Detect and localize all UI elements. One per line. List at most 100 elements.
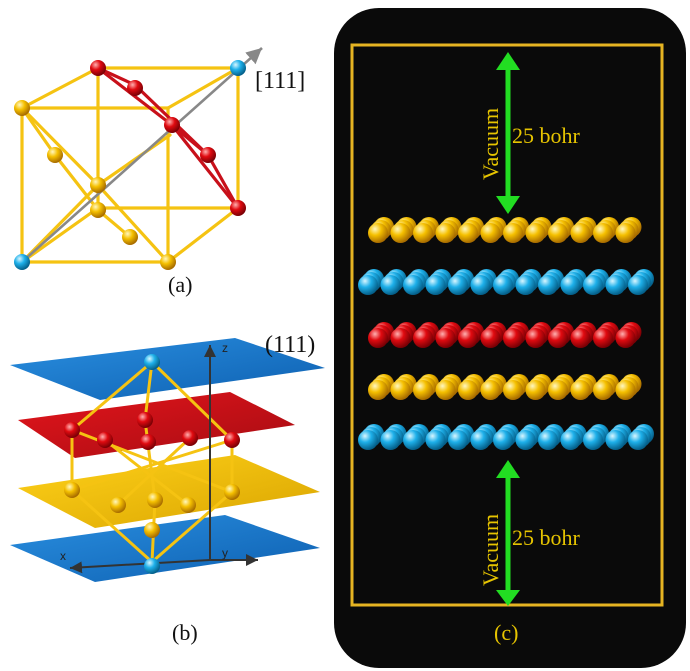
panel-b-planes: z x y (111) (b) <box>10 332 325 645</box>
atom-yellow <box>180 497 196 513</box>
panel-c-slab: Vacuum 25 bohr Vacuum 25 bohr (c) <box>334 8 686 668</box>
atom-yellow <box>548 380 568 400</box>
atom-blue <box>470 430 491 450</box>
panel-b-caption: (b) <box>172 620 198 645</box>
atom-blue <box>144 354 160 370</box>
vacuum-arrowhead-up <box>496 460 520 478</box>
atom-blue <box>560 430 581 450</box>
atom-yellow <box>90 202 106 218</box>
atom-red <box>200 147 216 163</box>
atom-red <box>368 328 388 348</box>
vacuum-arrowhead-up <box>496 52 520 70</box>
vacuum-bottom-size: 25 bohr <box>512 525 581 550</box>
atom-blue <box>515 275 536 295</box>
atom-yellow <box>90 177 106 193</box>
atom-red <box>224 432 240 448</box>
atom-red <box>548 328 568 348</box>
atom-yellow <box>458 223 478 243</box>
atomic-layer-yellow <box>368 374 642 400</box>
atom-red <box>503 328 523 348</box>
cell-edges <box>20 66 240 264</box>
atom-yellow <box>525 380 546 400</box>
atom-blue <box>230 60 246 76</box>
atom-yellow <box>480 223 501 243</box>
atom-red <box>164 117 180 133</box>
atomic-layer-blue <box>358 269 654 295</box>
atom-red <box>140 434 156 450</box>
atom-blue <box>583 275 603 295</box>
atom-yellow <box>593 380 613 400</box>
atom-red <box>64 422 80 438</box>
atom-yellow <box>548 223 568 243</box>
atom-yellow <box>368 380 388 400</box>
atom-yellow <box>144 522 160 538</box>
atom-yellow <box>570 380 591 400</box>
atom-yellow <box>458 380 478 400</box>
atom-yellow <box>390 223 411 243</box>
atom-red <box>97 432 113 448</box>
atom-yellow <box>615 380 636 400</box>
atomic-layer-blue <box>358 424 654 450</box>
atom-blue <box>358 275 378 295</box>
atom-yellow <box>413 223 433 243</box>
plane-blue-top <box>10 338 325 400</box>
atom-red <box>570 328 591 348</box>
vacuum-arrowhead-down <box>496 590 520 606</box>
atom-red <box>90 60 106 76</box>
atom-red <box>127 80 143 96</box>
atom-red <box>593 328 613 348</box>
atom-blue <box>144 558 160 574</box>
panel-a-unit-cell: [111] (a) <box>14 47 305 297</box>
atom-yellow <box>122 229 138 245</box>
atom-blue <box>470 275 491 295</box>
atom-blue <box>425 275 446 295</box>
atom-yellow <box>525 223 546 243</box>
atom-blue <box>403 275 423 295</box>
atom-yellow <box>435 380 456 400</box>
atom-blue <box>538 275 558 295</box>
atom-yellow <box>615 223 636 243</box>
atom-yellow <box>224 484 240 500</box>
atom-blue <box>403 430 423 450</box>
atom-blue <box>425 430 446 450</box>
atom-yellow <box>593 223 613 243</box>
atom-red <box>480 328 501 348</box>
vacuum-bottom-word: Vacuum <box>478 514 503 586</box>
atom-blue <box>605 430 626 450</box>
atom-yellow <box>64 482 80 498</box>
atom-red <box>413 328 433 348</box>
panel-c-caption: (c) <box>494 620 518 645</box>
atom-red <box>615 328 636 348</box>
plane-blue-bottom <box>10 515 320 582</box>
atom-blue <box>493 275 513 295</box>
atom-yellow <box>160 254 176 270</box>
atomic-layer-red <box>368 322 642 348</box>
atom-red <box>525 328 546 348</box>
vacuum-top-size: 25 bohr <box>512 123 581 148</box>
direction-label: [111] <box>255 68 305 94</box>
atomic-layers <box>358 217 654 450</box>
atom-red <box>458 328 478 348</box>
vacuum-top: Vacuum 25 bohr <box>478 52 581 214</box>
vacuum-bottom: Vacuum 25 bohr <box>478 460 581 606</box>
atom-blue <box>448 275 468 295</box>
atom-yellow <box>435 223 456 243</box>
atom-red <box>435 328 456 348</box>
atom-blue <box>14 254 30 270</box>
atom-blue <box>583 430 603 450</box>
atom-red <box>137 412 153 428</box>
plane-red <box>18 392 295 458</box>
atom-yellow <box>368 223 388 243</box>
atom-yellow <box>47 147 63 163</box>
atom-yellow <box>390 380 411 400</box>
vacuum-top-word: Vacuum <box>478 108 503 180</box>
atom-blue <box>380 275 401 295</box>
atom-yellow <box>147 492 163 508</box>
atom-yellow <box>14 100 30 116</box>
plane-label: (111) <box>265 332 315 358</box>
panel-b-atoms <box>64 354 240 574</box>
atom-yellow <box>413 380 433 400</box>
direction-arrow-111 <box>21 47 263 263</box>
atom-red <box>182 430 198 446</box>
atom-blue <box>605 275 626 295</box>
